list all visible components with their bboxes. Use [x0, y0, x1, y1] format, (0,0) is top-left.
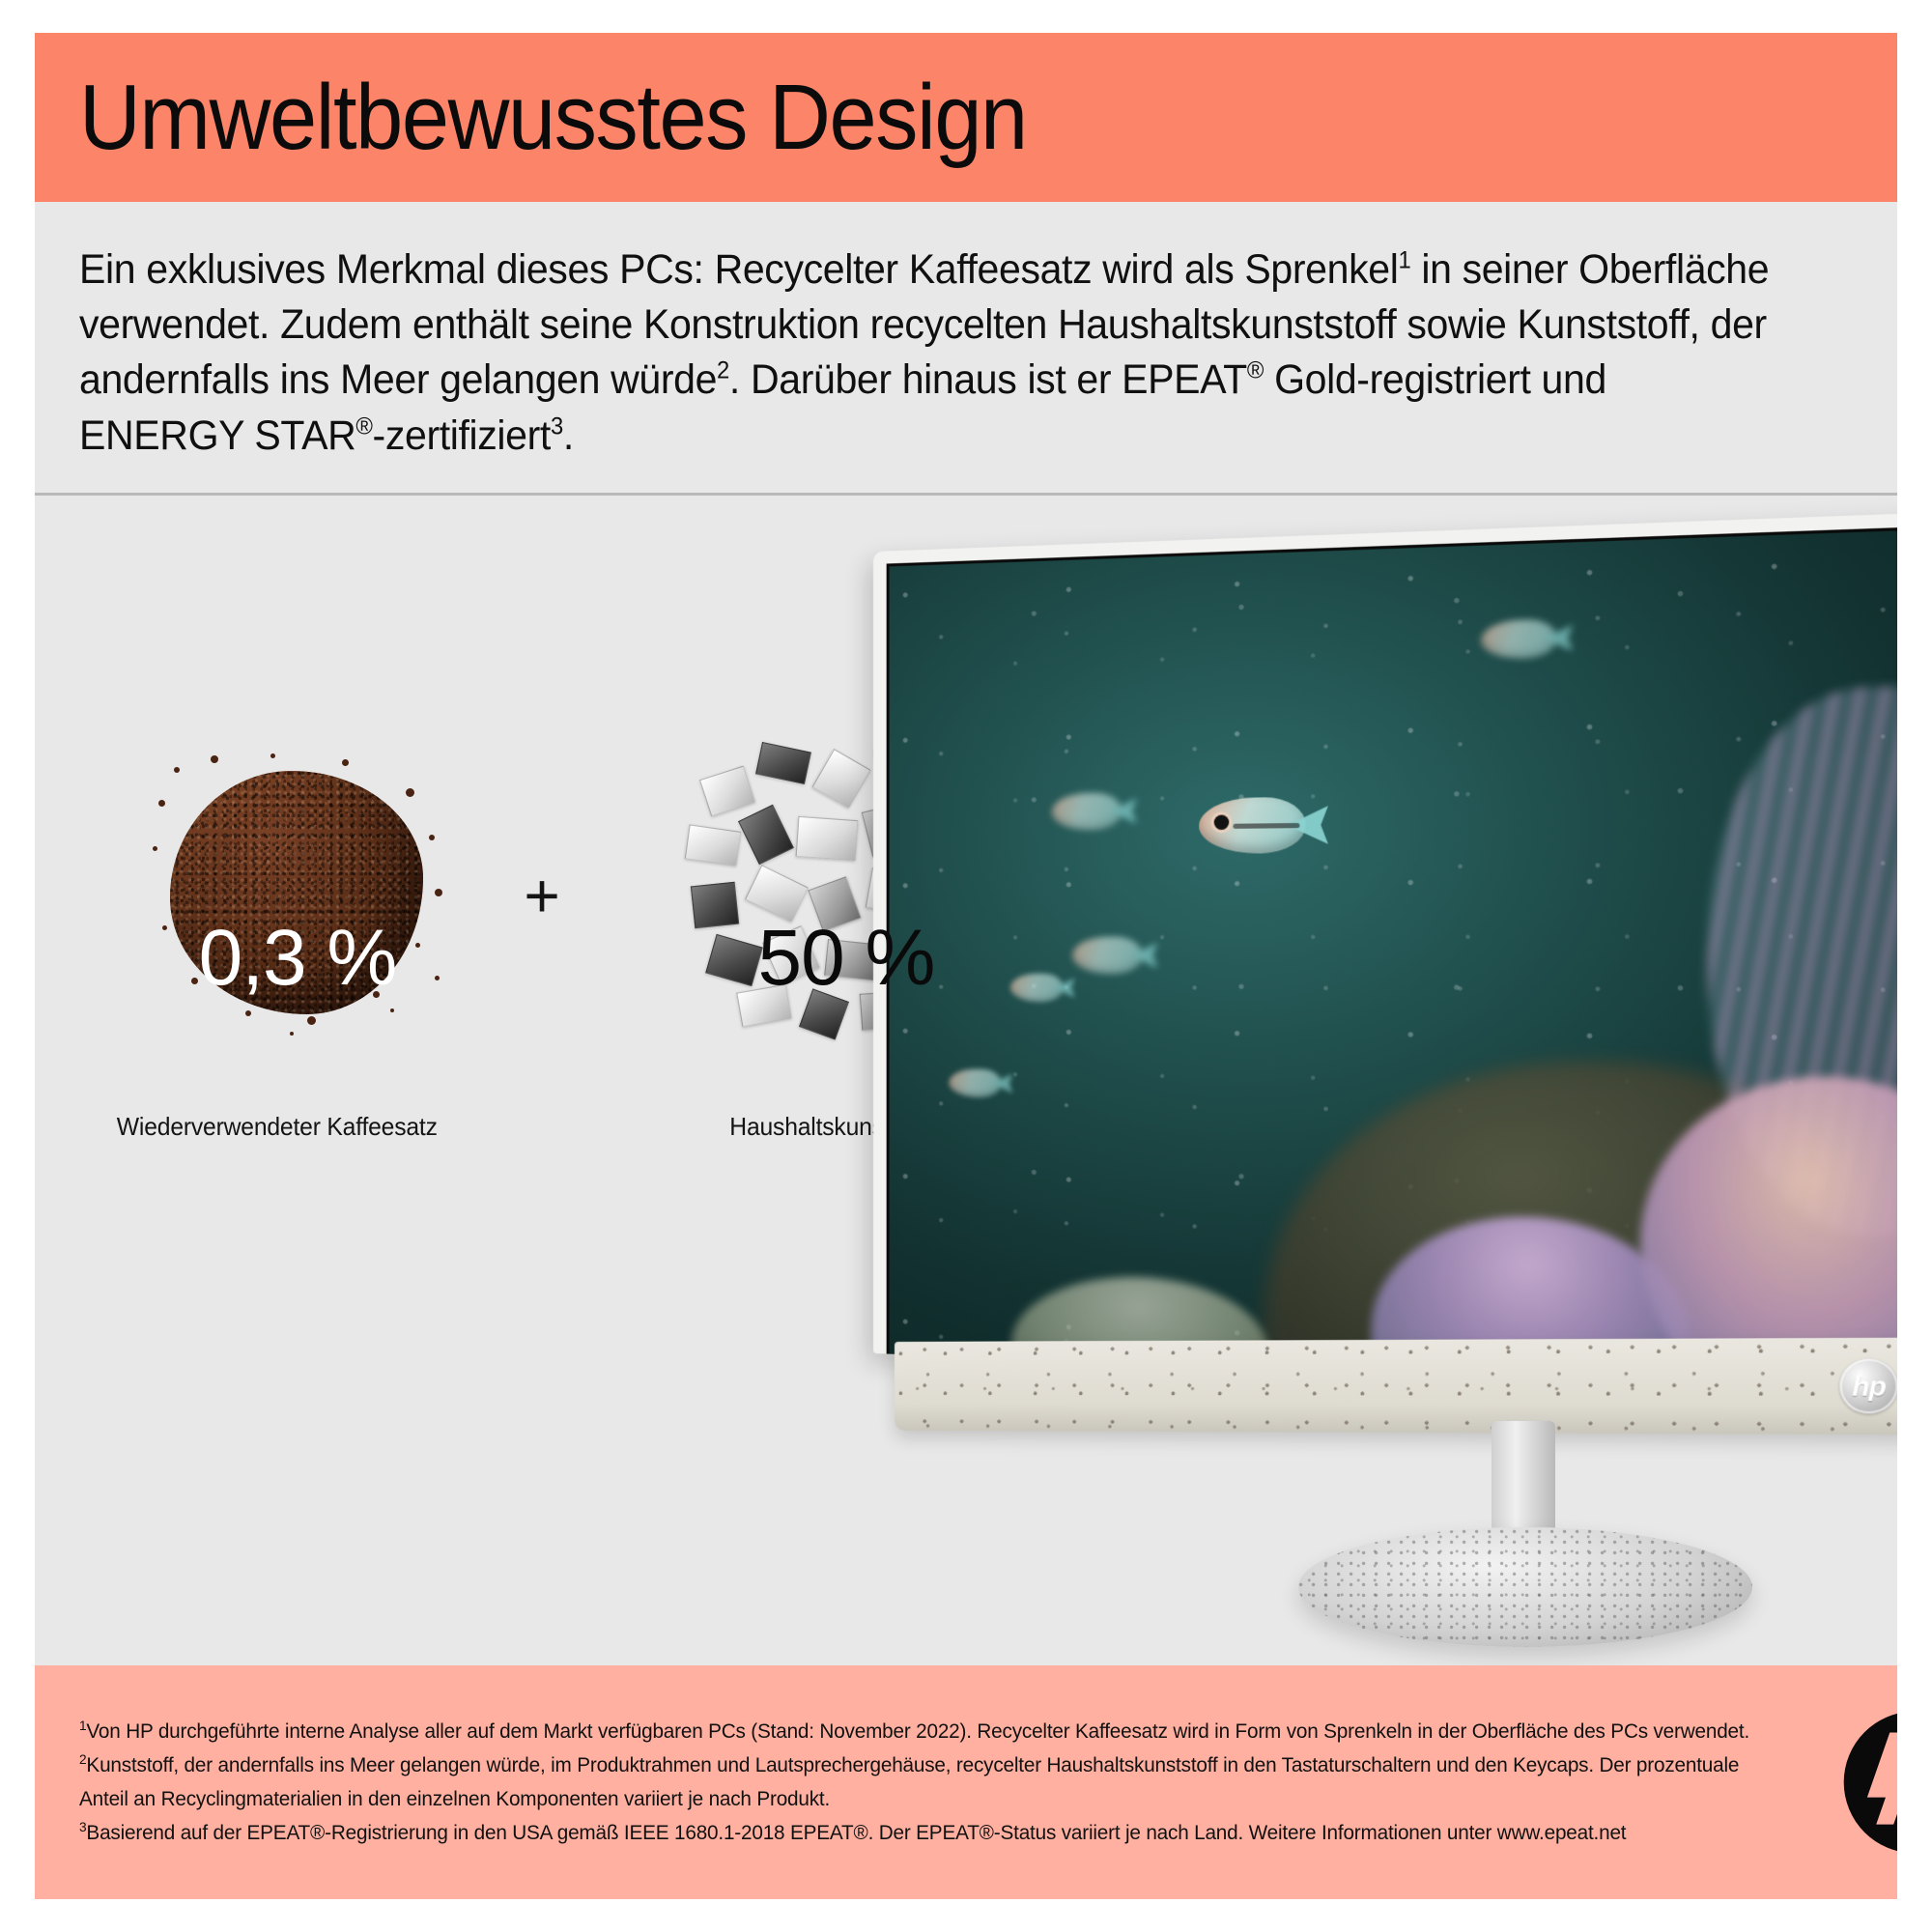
footnote-text: Anteil an Recyclingmaterialien in den ei… — [79, 1787, 831, 1810]
header-band: Umweltbewusstes Design — [35, 33, 1897, 202]
hp-badge-label: hp — [1852, 1369, 1886, 1402]
coffee-speck — [191, 977, 198, 984]
intro-line1: Ein exklusives Merkmal dieses PCs: Recyc… — [79, 246, 1399, 293]
footnote-marker: 1 — [79, 1719, 87, 1735]
screen-fish-bg — [1009, 973, 1074, 1003]
coffee-speck — [158, 799, 165, 807]
footnote-ref-2: 2 — [717, 357, 729, 385]
plastic-flake — [738, 804, 794, 865]
coffee-speck — [429, 834, 435, 840]
intro-line3: sowie Kunststoff, der andernfalls ins Me… — [79, 301, 1767, 404]
poster-inner: Umweltbewusstes Design Ein exklusives Me… — [35, 33, 1897, 1899]
coffee-speck — [435, 888, 442, 896]
plastic-flake — [690, 881, 740, 929]
monitor-screen — [886, 524, 1897, 1395]
fish-eye — [1213, 814, 1230, 831]
footnote-text: Von HP durchgeführte interne Analyse all… — [86, 1719, 1750, 1744]
coffee-speck — [211, 754, 218, 763]
hp-logo-icon — [1843, 1713, 1897, 1852]
monitor-stand-base — [1298, 1526, 1752, 1647]
intro-line2: Oberfläche verwendet. Zudem enthält sein… — [79, 246, 1770, 349]
screen-fish-bg — [1481, 618, 1573, 660]
plastic-flake — [799, 988, 849, 1040]
footnote-marker: 3 — [79, 1819, 87, 1835]
plastic-flake — [795, 815, 859, 861]
plastic-flake — [744, 864, 810, 923]
screen-fish-bg — [949, 1067, 1012, 1097]
plastic-flake — [755, 741, 811, 784]
footnote-ref-3: 3 — [550, 412, 563, 440]
monitor-screen-frame — [873, 509, 1897, 1395]
plastic-flake — [762, 924, 820, 985]
epeat-registered-mark: ® — [1246, 357, 1264, 385]
intro-section: Ein exklusives Merkmal dieses PCs: Recyc… — [35, 202, 1897, 496]
footnote-text: Kunststoff, der andernfalls ins Meer gel… — [86, 1753, 1740, 1777]
plastic-flake — [698, 765, 756, 817]
footnote-item: 3Basierend auf der EPEAT®-Registrierung … — [79, 1816, 1749, 1850]
coffee-pile-icon — [153, 753, 442, 1036]
fish-body — [949, 1067, 1002, 1097]
footnote-ref-1: 1 — [1398, 246, 1411, 274]
coffee-speck — [390, 1008, 394, 1012]
hp-badge-icon: hp — [1839, 1358, 1897, 1414]
coffee-blob — [170, 770, 423, 1014]
screen-fish-main — [1199, 796, 1328, 854]
coffee-caption: Wiederverwendeter Kaffeesatz — [116, 1111, 438, 1141]
ingredient-coffee: 0,3 % Wiederverwendeter Kaffeesatz — [95, 729, 500, 1142]
coffee-speck — [373, 990, 380, 998]
plus-operator: + — [524, 860, 560, 930]
product-monitor: hp — [873, 509, 1897, 1647]
footnote-text: Basierend auf der EPEAT®-Registrierung i… — [86, 1820, 1627, 1844]
coffee-speck — [174, 766, 180, 773]
coffee-speck — [245, 1009, 251, 1016]
coffee-speck — [415, 942, 420, 948]
footnote-item: 2Kunststoff, der andernfalls ins Meer ge… — [79, 1748, 1749, 1782]
intro-line4-tail: -zertifiziert — [372, 412, 552, 459]
plastic-flake — [736, 983, 792, 1027]
main-visual-area: 0,3 % Wiederverwendeter Kaffeesatz + — [35, 495, 1897, 1665]
fish-stripe — [1233, 822, 1300, 829]
coffee-speck — [162, 924, 167, 930]
screen-fish-bg — [1051, 791, 1136, 831]
screen-fish-bg — [1071, 936, 1158, 975]
coffee-speck — [406, 787, 414, 797]
coffee-speck — [270, 753, 275, 758]
plastic-flake — [705, 933, 763, 986]
intro-paragraph: Ein exklusives Merkmal dieses PCs: Recyc… — [79, 242, 1773, 464]
coffee-speck — [307, 1015, 316, 1025]
coffee-speck — [342, 758, 349, 766]
page-title: Umweltbewusstes Design — [79, 65, 1028, 169]
intro-line4-end: . — [562, 412, 574, 459]
footnote-item: Anteil an Recyclingmaterialien in den ei… — [79, 1782, 1749, 1816]
intro-line4: Gold-registriert und ENERGY STAR — [79, 356, 1606, 459]
intro-line3-tail: . Darüber hinaus ist er EPEAT — [728, 356, 1247, 404]
plastic-flake — [811, 748, 871, 809]
footnote-item: 1Von HP durchgeführte interne Analyse al… — [79, 1715, 1749, 1748]
monitor-chin: hp — [895, 1337, 1897, 1435]
energystar-registered-mark: ® — [355, 412, 373, 440]
coffee-speck — [153, 845, 157, 851]
plastic-flake — [808, 875, 862, 932]
coffee-speck — [290, 1031, 294, 1036]
plastic-flake — [684, 824, 742, 867]
footer-band: 1Von HP durchgeführte interne Analyse al… — [35, 1665, 1897, 1899]
footnotes: 1Von HP durchgeführte interne Analyse al… — [79, 1715, 1749, 1849]
footnote-marker: 2 — [79, 1752, 87, 1769]
intro-line1-tail: in seiner — [1410, 246, 1569, 293]
coffee-grounds-image: 0,3 % — [95, 729, 500, 1058]
coffee-speck — [435, 975, 440, 980]
